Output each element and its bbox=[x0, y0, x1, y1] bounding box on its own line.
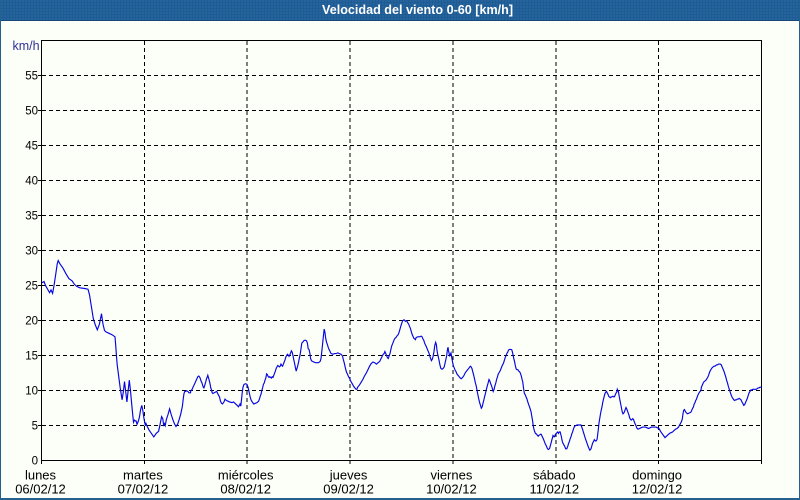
svg-text:10/02/12: 10/02/12 bbox=[426, 482, 477, 497]
svg-text:15: 15 bbox=[25, 350, 38, 362]
svg-text:55: 55 bbox=[25, 70, 38, 82]
svg-text:domingo: domingo bbox=[632, 468, 682, 483]
svg-text:viernes: viernes bbox=[430, 468, 472, 483]
svg-text:45: 45 bbox=[25, 140, 38, 152]
svg-text:20: 20 bbox=[25, 315, 38, 327]
svg-text:50: 50 bbox=[25, 105, 38, 117]
svg-text:25: 25 bbox=[25, 280, 38, 292]
svg-text:jueves: jueves bbox=[329, 468, 368, 483]
svg-text:km/h: km/h bbox=[13, 39, 40, 53]
svg-text:miércoles: miércoles bbox=[218, 468, 274, 483]
svg-text:40: 40 bbox=[25, 175, 38, 187]
svg-text:12/02/12: 12/02/12 bbox=[632, 482, 683, 497]
svg-text:08/02/12: 08/02/12 bbox=[220, 482, 271, 497]
svg-text:sábado: sábado bbox=[533, 468, 576, 483]
svg-text:06/02/12: 06/02/12 bbox=[15, 482, 66, 497]
svg-text:5: 5 bbox=[32, 420, 38, 432]
svg-text:09/02/12: 09/02/12 bbox=[323, 482, 374, 497]
svg-text:0: 0 bbox=[32, 455, 38, 467]
svg-text:martes: martes bbox=[123, 468, 163, 483]
svg-text:30: 30 bbox=[25, 245, 38, 257]
svg-text:10: 10 bbox=[25, 385, 38, 397]
svg-text:11/02/12: 11/02/12 bbox=[529, 482, 579, 497]
svg-text:lunes: lunes bbox=[25, 468, 57, 483]
svg-text:07/02/12: 07/02/12 bbox=[118, 482, 169, 497]
svg-text:35: 35 bbox=[25, 210, 38, 222]
